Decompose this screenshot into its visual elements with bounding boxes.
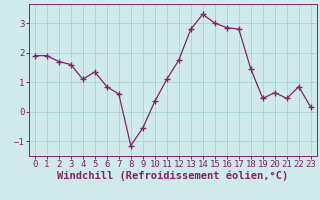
X-axis label: Windchill (Refroidissement éolien,°C): Windchill (Refroidissement éolien,°C): [57, 171, 288, 181]
